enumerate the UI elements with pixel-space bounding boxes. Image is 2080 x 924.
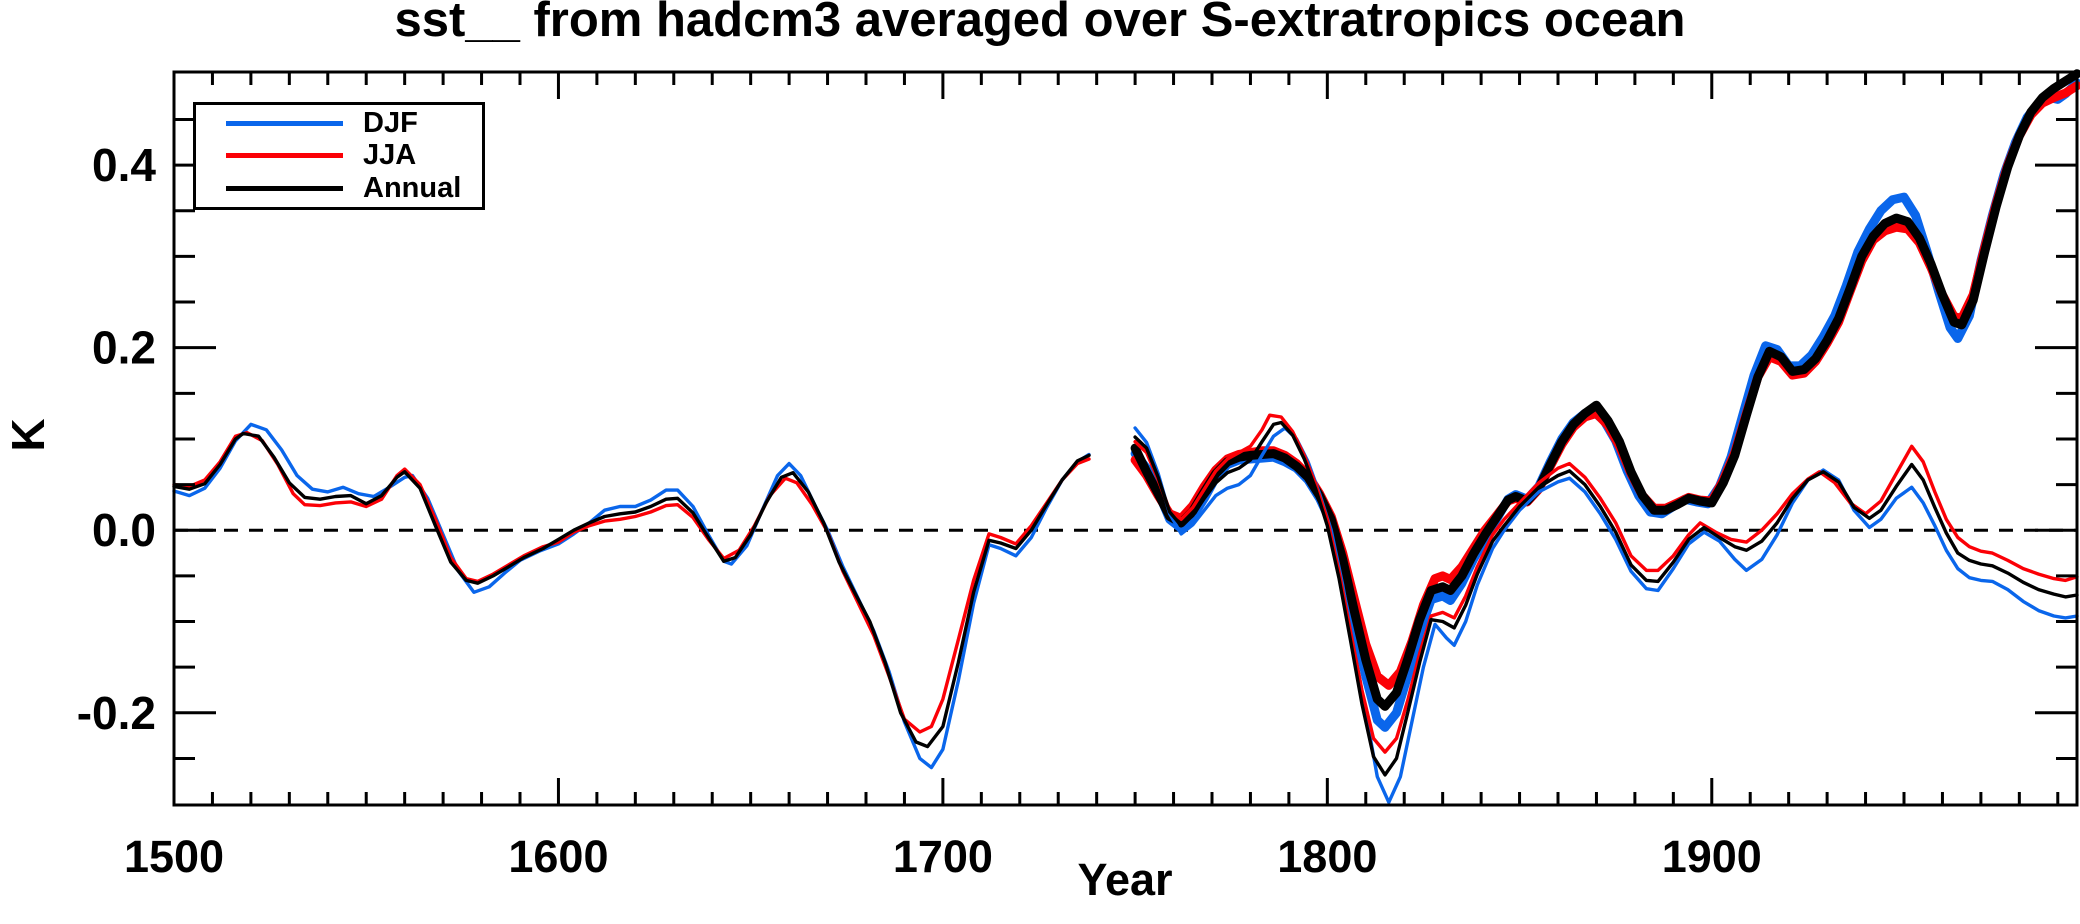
series-line-Annual-thick-forced bbox=[1130, 69, 2080, 711]
series-line-JJA-thick-forced bbox=[1130, 81, 2080, 690]
x-tick-label: 1800 bbox=[1277, 831, 1377, 882]
annual-line-swatch bbox=[226, 186, 343, 192]
series-line-JJA-thin-1500-1738 bbox=[172, 430, 1091, 734]
x-tick-label: 1900 bbox=[1662, 831, 1762, 882]
jja-line-swatch bbox=[226, 153, 343, 159]
legend-entry-djf: DJF bbox=[196, 108, 482, 138]
y-tick-label: 0.2 bbox=[92, 322, 156, 374]
x-tick-label: 1700 bbox=[893, 831, 993, 882]
series-line-DJF-thick-forced bbox=[1130, 78, 2080, 732]
series-line-Annual-thin-1750-1995 bbox=[1133, 420, 2079, 777]
legend-box: DJF JJA Annual bbox=[193, 102, 485, 210]
y-axis-title: K bbox=[2, 418, 54, 452]
djf-line-swatch bbox=[226, 120, 343, 126]
series-line-JJA-thin-1750-1995 bbox=[1133, 413, 2079, 754]
legend-entry-annual: Annual bbox=[196, 174, 482, 204]
y-tick-label: 0.0 bbox=[92, 504, 156, 556]
series-line-Annual-thin-1500-1738 bbox=[172, 431, 1091, 749]
x-tick-label: 1600 bbox=[508, 831, 608, 882]
series-line-DJF-thin-1750-1995 bbox=[1133, 426, 2079, 804]
series-line-DJF-thin-1500-1738 bbox=[172, 422, 1091, 770]
legend-label-annual: Annual bbox=[363, 172, 462, 205]
legend-label-djf: DJF bbox=[363, 106, 418, 139]
y-tick-label: 0.4 bbox=[92, 139, 156, 191]
x-axis-title: Year bbox=[1077, 854, 1173, 905]
chart-title: sst__ from hadcm3 averaged over S-extrat… bbox=[394, 0, 1686, 47]
legend-label-jja: JJA bbox=[363, 139, 417, 172]
x-tick-label: 1500 bbox=[124, 831, 224, 882]
y-tick-label: -0.2 bbox=[77, 687, 156, 739]
legend-entry-jja: JJA bbox=[196, 141, 482, 171]
